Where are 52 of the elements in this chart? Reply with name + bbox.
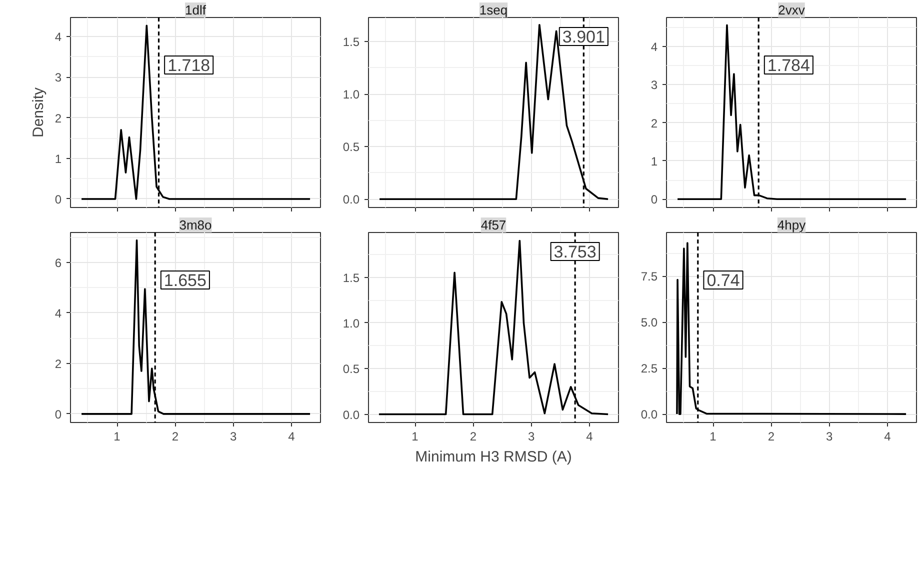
y-tick-label: 1.0 [342, 316, 360, 330]
y-tick-label: 3 [54, 70, 62, 85]
chart-title: 1seq [479, 2, 508, 18]
y-tick-label: 0.0 [342, 192, 360, 207]
y-tick-label: 1 [54, 152, 62, 166]
x-tick-label: 2 [768, 430, 775, 444]
ref-line-label: 3.901 [562, 28, 605, 46]
y-tick-label: 4 [650, 40, 658, 54]
y-tick-label: 0.5 [342, 140, 360, 154]
ref-line-label: 1.784 [767, 56, 810, 75]
y-tick-label: 4 [54, 306, 62, 320]
y-tick-label: 0 [650, 192, 658, 207]
chart-title: 3m8o [179, 218, 212, 232]
ref-line-label: 3.753 [554, 242, 596, 262]
ref-line-label: 1.718 [168, 56, 210, 75]
x-tick-label: 3 [826, 430, 833, 444]
chart-title: 2vxv [778, 2, 806, 18]
y-tick-label: 1 [650, 154, 658, 168]
y-axis-title: Density [30, 86, 47, 138]
y-tick-label: 7.5 [640, 270, 658, 284]
y-tick-label: 0.0 [640, 408, 658, 422]
chart-title: 4hpy [777, 218, 806, 232]
chart-title: 1dlf [185, 2, 206, 18]
y-tick-label: 2 [54, 111, 62, 126]
x-tick-label: 2 [470, 430, 477, 444]
x-tick-label: 1 [710, 430, 717, 444]
y-tick-label: 0.0 [342, 408, 360, 422]
x-axis-title: Minimum H3 RMSD (A) [415, 448, 572, 466]
x-tick-label: 1 [412, 430, 419, 444]
y-tick-label: 5.0 [640, 316, 658, 330]
x-tick-label: 3 [528, 430, 535, 444]
x-tick-label: 4 [586, 430, 594, 444]
y-tick-label: 1.5 [342, 270, 360, 285]
y-tick-label: 1.0 [342, 88, 360, 102]
y-tick-label: 4 [54, 30, 62, 44]
y-tick-label: 2 [650, 116, 658, 130]
x-tick-label: 3 [230, 430, 237, 444]
y-tick-label: 0 [54, 192, 62, 206]
y-tick-label: 0.5 [342, 362, 360, 376]
ref-line-label: 0.74 [706, 271, 740, 290]
x-tick-label: 4 [288, 430, 296, 444]
x-tick-label: 2 [172, 430, 179, 444]
y-tick-label: 0 [54, 407, 62, 422]
y-tick-label: 2 [54, 356, 62, 371]
y-tick-label: 3 [650, 78, 658, 92]
chart-title: 4f57 [480, 218, 506, 232]
x-tick-label: 4 [884, 430, 892, 444]
ref-line-label: 1.655 [164, 271, 206, 290]
y-tick-label: 1.5 [342, 35, 360, 50]
y-tick-label: 2.5 [640, 362, 658, 376]
y-tick-label: 6 [54, 256, 62, 270]
x-tick-label: 1 [114, 430, 121, 444]
